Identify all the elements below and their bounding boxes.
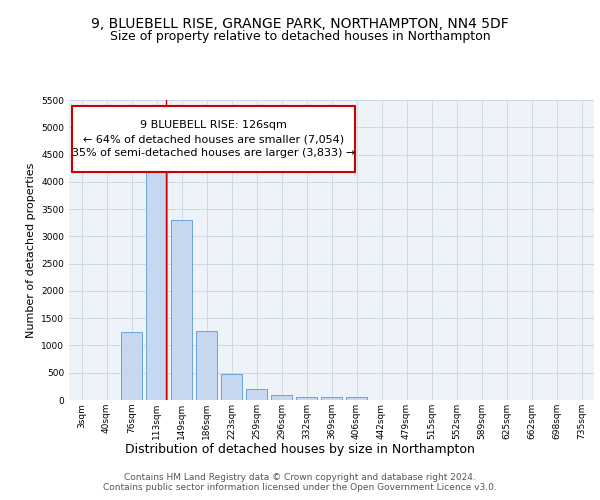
Bar (146, 162, 167, 400)
Text: Size of property relative to detached houses in Northampton: Size of property relative to detached ho… (110, 30, 490, 43)
Bar (221, 374, 242, 400)
Bar (271, 395, 292, 400)
Text: 9 BLUEBELL RISE: 126sqm
← 64% of detached houses are smaller (7,054)
35% of semi: 9 BLUEBELL RISE: 126sqm ← 64% of detache… (72, 120, 355, 158)
Bar (296, 396, 317, 400)
Y-axis label: Number of detached properties: Number of detached properties (26, 162, 35, 338)
Text: 9, BLUEBELL RISE, GRANGE PARK, NORTHAMPTON, NN4 5DF: 9, BLUEBELL RISE, GRANGE PARK, NORTHAMPT… (91, 18, 509, 32)
Bar (171, 220, 192, 400)
Text: Distribution of detached houses by size in Northampton: Distribution of detached houses by size … (125, 442, 475, 456)
Text: Contains HM Land Registry data © Crown copyright and database right 2024.
Contai: Contains HM Land Registry data © Crown c… (103, 473, 497, 492)
Bar (121, 332, 142, 400)
Bar (246, 388, 267, 400)
FancyBboxPatch shape (71, 106, 355, 172)
Bar (346, 396, 367, 400)
Bar (321, 398, 342, 400)
Bar (196, 330, 217, 400)
